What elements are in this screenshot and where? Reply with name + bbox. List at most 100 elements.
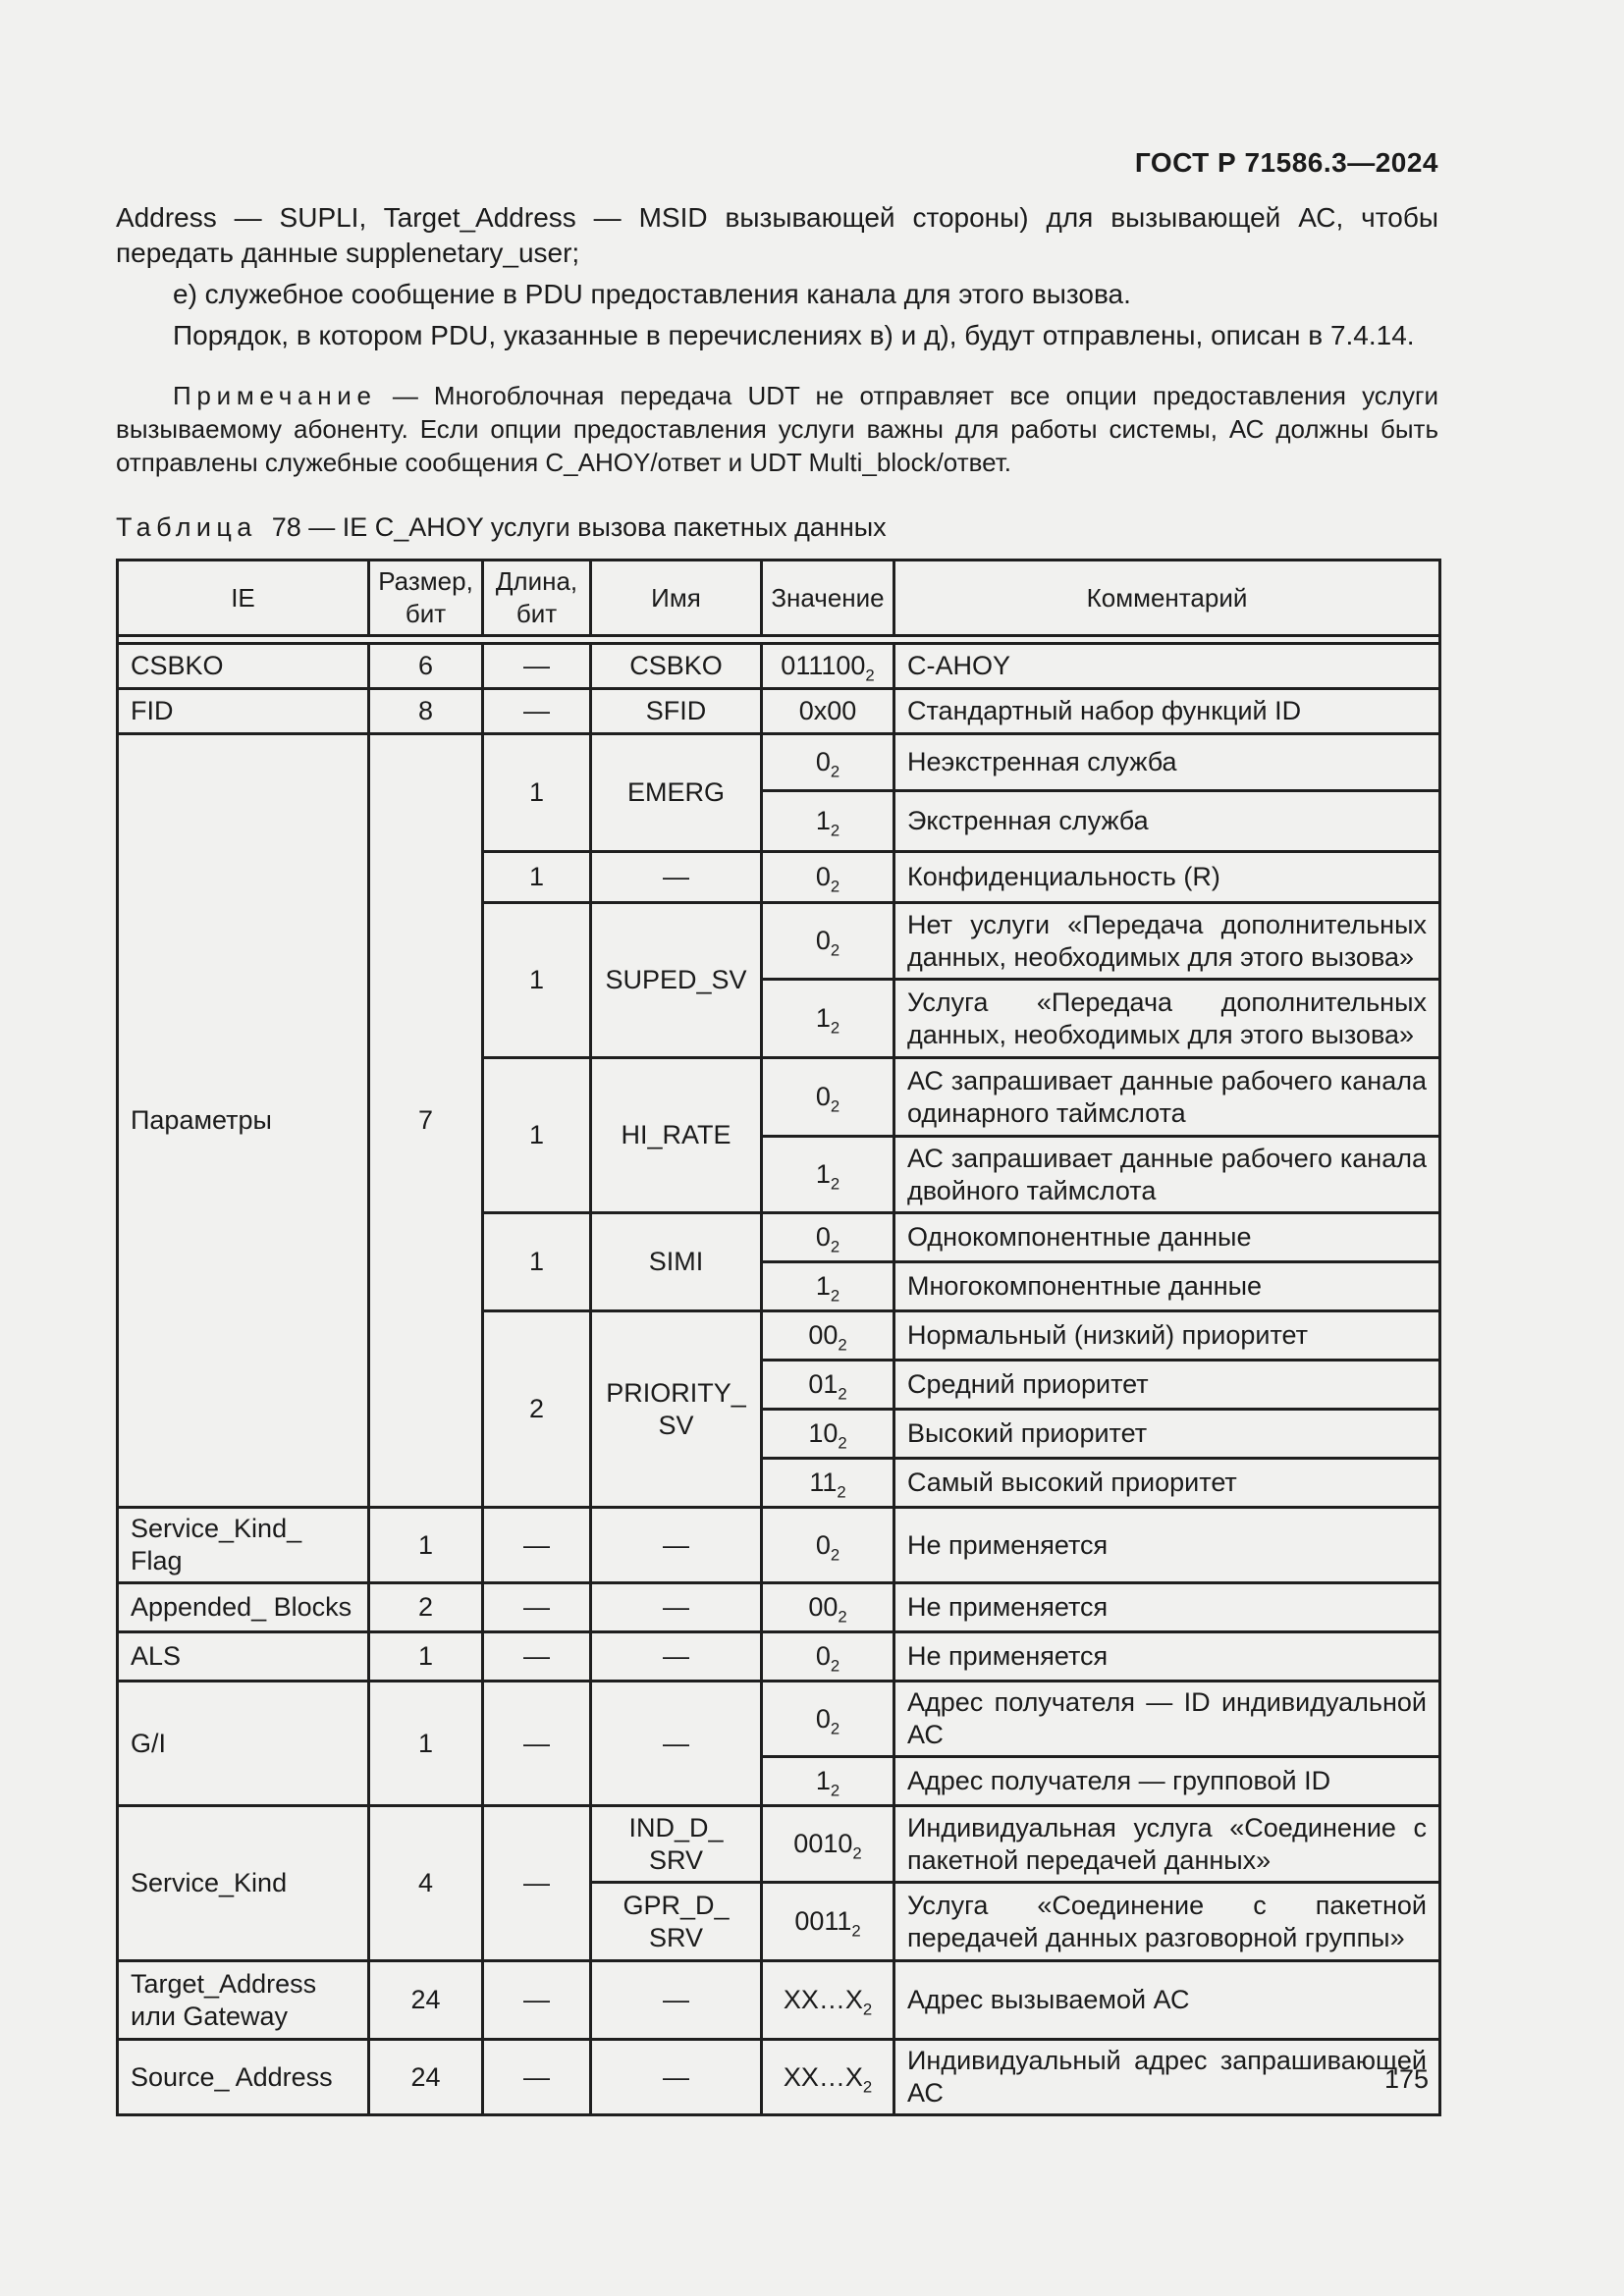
- cell-ie: Source_ Address: [116, 2038, 370, 2116]
- note-label: Примечание: [173, 381, 377, 410]
- cell-size: 1: [367, 1630, 484, 1682]
- cell-ie: Appended_ Blocks: [116, 1581, 370, 1633]
- value-subscript: 2: [838, 1433, 847, 1453]
- cell-ie: CSBKO: [116, 642, 370, 690]
- value-text: 10: [808, 1418, 839, 1448]
- page-content: ГОСТ Р 71586.3—2024 Address — SUPLI, Tar…: [116, 147, 1441, 2116]
- cell-name: —: [589, 2038, 763, 2116]
- table-row-target-address: Target_Address или Gateway 24 — — XX…X2 …: [116, 1959, 1441, 2041]
- cell-name: EMERG: [589, 732, 763, 853]
- cell-comment: АС запрашивает данные рабочего канала дв…: [893, 1135, 1441, 1214]
- table-row-service-kind-gpr: GPR_D_ SRV 00112 Услуга «Соединение с па…: [118, 1881, 1441, 1962]
- table-row-params-simi-1: 12 Многокомпонентные данные: [118, 1260, 1441, 1312]
- value-text: 01: [808, 1369, 839, 1399]
- cell-ie: G/I: [116, 1680, 370, 1807]
- table-row-appended-blocks: Appended_ Blocks 2 — — 002 Не применяетс…: [116, 1581, 1441, 1633]
- cell-value: 02: [760, 732, 895, 792]
- cell-value: XX…X2: [760, 2038, 895, 2116]
- value-subscript: 2: [851, 1921, 861, 1941]
- value-text: 1: [815, 1271, 831, 1301]
- cell-comment: Стандартный набор функций ID: [893, 687, 1441, 735]
- table-row-service-kind-flag: Service_Kind_ Flag 1 — — 02 Не применяет…: [116, 1506, 1441, 1584]
- cell-name: SIMI: [589, 1211, 763, 1312]
- value-text: 0: [815, 1703, 831, 1734]
- table-row-fid: FID 8 — SFID 0x00 Стандартный набор функ…: [116, 687, 1441, 735]
- value-subscript: 2: [830, 1096, 840, 1116]
- value-text: 1: [815, 806, 831, 835]
- value-subscript: 2: [830, 940, 840, 960]
- cell-comment: Адрес вызываемой АС: [893, 1959, 1441, 2041]
- cell-comment: C-AHOY: [893, 642, 1441, 690]
- cell-value: 12: [760, 978, 895, 1059]
- table-row-params-emerg-0: Параметры 7 1 EMERG 02 Неэкстренная служ…: [116, 732, 1441, 1509]
- value-subscript: 2: [830, 1286, 840, 1306]
- cell-comment: Самый высокий приоритет: [893, 1457, 1441, 1509]
- value-subscript: 2: [830, 1174, 840, 1194]
- table-row-params-priority-11: 112 Самый высокий приоритет: [118, 1457, 1441, 1509]
- value-text: 0: [815, 862, 831, 891]
- cell-name: —: [589, 1959, 763, 2041]
- cell-length: 2: [481, 1309, 592, 1509]
- cell-length: 1: [481, 732, 592, 853]
- cell-comment: Адрес получателя — групповой ID: [893, 1755, 1441, 1807]
- cell-name: —: [589, 1630, 763, 1682]
- cell-value: 12: [760, 1755, 895, 1807]
- table-row-params-suped-0: 1 SUPED_SV 02 Нет услуги «Передача допол…: [118, 901, 1441, 1059]
- value-text: 1: [815, 1766, 831, 1795]
- table-row-params-hirate-0: 1 HI_RATE 02 АС запрашивает данные рабоч…: [118, 1056, 1441, 1214]
- table-row-gi-0: G/I 1 — — 02 Адрес получателя — ID индив…: [116, 1680, 1441, 1807]
- paragraph-continuation: Address — SUPLI, Target_Address — MSID в…: [116, 202, 1438, 268]
- cell-ie-parameters: Параметры: [116, 732, 370, 1509]
- value-text: 0: [815, 926, 831, 955]
- cell-value: 02: [760, 1211, 895, 1263]
- value-subscript: 2: [830, 1544, 840, 1564]
- col-header-value: Значение: [760, 559, 895, 637]
- cell-ie: Target_Address или Gateway: [116, 1959, 370, 2041]
- cell-comment: Нет услуги «Передача дополнительных данн…: [893, 901, 1441, 981]
- cell-size: 6: [367, 642, 484, 690]
- value-subscript: 2: [830, 1718, 840, 1737]
- cell-length: —: [481, 1804, 592, 1962]
- cell-name: —: [589, 1680, 763, 1807]
- cell-ie: Service_Kind_ Flag: [116, 1506, 370, 1584]
- cell-comment: Услуга «Соединение с пакетной передачей …: [893, 1881, 1441, 1962]
- value-subscript: 2: [862, 2076, 873, 2096]
- cell-value: 012: [760, 1359, 895, 1411]
- value-subscript: 2: [830, 821, 840, 840]
- cell-comment: Не применяется: [893, 1506, 1441, 1584]
- table-row-params-simi-0: 1 SIMI 02 Однокомпонентные данные: [118, 1211, 1441, 1312]
- value-text: 1: [815, 1003, 831, 1033]
- cell-size: 8: [367, 687, 484, 735]
- cell-value: 0x00: [760, 687, 895, 735]
- cell-length: —: [481, 1506, 592, 1584]
- value-subscript: 2: [838, 1607, 847, 1627]
- cell-name: SFID: [589, 687, 763, 735]
- cell-name: —: [589, 1506, 763, 1584]
- value-text: 11: [809, 1468, 838, 1497]
- col-header-size: Размер, бит: [367, 559, 484, 637]
- cell-length: —: [481, 1680, 592, 1807]
- cell-comment: Однокомпонентные данные: [893, 1211, 1441, 1263]
- cell-size: 24: [367, 1959, 484, 2041]
- col-header-name: Имя: [589, 559, 763, 637]
- table-row-params-priority-10: 102 Высокий приоритет: [118, 1408, 1441, 1460]
- table-row-als: ALS 1 — — 02 Не применяется: [116, 1630, 1441, 1682]
- cell-value: 02: [760, 1630, 895, 1682]
- cell-value: XX…X2: [760, 1959, 895, 2041]
- cell-comment: Средний приоритет: [893, 1359, 1441, 1411]
- note-paragraph: Примечание — Многоблочная передача UDT н…: [116, 379, 1438, 479]
- cell-value: 002: [760, 1581, 895, 1633]
- value-text: 1: [815, 1159, 831, 1189]
- table-row-source-address: Source_ Address 24 — — XX…X2 Индивидуаль…: [116, 2038, 1441, 2116]
- cell-value: 02: [760, 901, 895, 981]
- cell-name: HI_RATE: [589, 1056, 763, 1214]
- value-text: 0: [815, 1082, 831, 1111]
- cell-name: CSBKO: [589, 642, 763, 690]
- cell-value: 002: [760, 1309, 895, 1362]
- cell-name: —: [589, 1581, 763, 1633]
- value-text: 00: [808, 1592, 839, 1622]
- value-text: 0: [815, 747, 831, 776]
- cell-comment: Услуга «Передача дополнительных данных, …: [893, 978, 1441, 1059]
- value-subscript: 2: [830, 1781, 840, 1800]
- cell-comment: Не применяется: [893, 1581, 1441, 1633]
